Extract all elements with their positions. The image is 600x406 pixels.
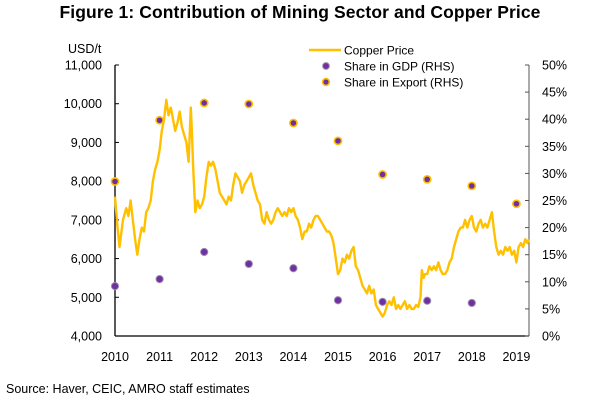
- share-export-point: [333, 136, 343, 146]
- right-tick-label: 50%: [542, 59, 567, 73]
- left-tick-label: 11,000: [65, 59, 102, 73]
- right-tick-label: 25%: [542, 194, 567, 208]
- right-tick-label: 40%: [542, 113, 567, 127]
- left-tick-label: 5,000: [71, 291, 102, 305]
- x-tick-label: 2010: [101, 350, 129, 364]
- legend-gdp-label: Share in GDP (RHS): [344, 60, 454, 74]
- legend-export-swatch: [321, 77, 331, 87]
- share-export-point: [422, 174, 432, 184]
- left-tick-label: 6,000: [71, 252, 102, 266]
- share-export-point: [244, 99, 254, 109]
- x-tick-label: 2018: [458, 350, 486, 364]
- share-gdp-point: [289, 264, 298, 273]
- share-gdp-point: [378, 297, 387, 306]
- share-gdp-point: [333, 296, 343, 305]
- share-export-series: [110, 98, 521, 209]
- share-gdp-point: [244, 259, 253, 269]
- left-axis-unit-label: USD/t: [68, 42, 102, 56]
- legend-export-label: Share in Export (RHS): [344, 76, 463, 90]
- share-export-point: [199, 98, 209, 108]
- share-gdp-point: [467, 298, 476, 308]
- share-gdp-point: [423, 296, 432, 305]
- right-tick-label: 10%: [542, 275, 567, 289]
- axes: [114, 65, 530, 337]
- x-tick-label: 2016: [369, 350, 397, 364]
- x-tick-label: 2017: [413, 350, 441, 364]
- right-tick-label: 20%: [542, 221, 567, 235]
- legend: Copper Price Share in GDP (RHS) Share in E…: [309, 44, 463, 90]
- copper-price-series: [113, 98, 531, 318]
- share-export-point: [512, 199, 521, 209]
- share-gdp-series: [110, 247, 476, 308]
- x-tick-label: 2013: [235, 350, 263, 364]
- left-tick-label: 9,000: [71, 136, 102, 150]
- left-tick-label: 4,000: [71, 330, 102, 344]
- x-tick-label: 2012: [190, 350, 218, 364]
- share-export-point: [378, 170, 387, 179]
- left-tick-label: 8,000: [71, 175, 102, 189]
- right-tick-label: 30%: [542, 167, 567, 181]
- right-tick-label: 5%: [542, 302, 560, 316]
- source-note: Source: Haver, CEIC, AMRO staff estimate…: [6, 382, 250, 396]
- figure-title: Figure 1: Contribution of Mining Sector …: [59, 2, 541, 22]
- legend-gdp-swatch: [322, 62, 330, 70]
- share-gdp-point: [155, 274, 164, 284]
- x-tick-label: 2011: [146, 350, 173, 364]
- share-export-point: [288, 118, 298, 128]
- right-tick-label: 35%: [542, 140, 567, 154]
- left-tick-label: 10,000: [64, 97, 102, 111]
- share-export-point: [467, 181, 477, 191]
- copper-price-line: [113, 98, 531, 318]
- right-tick-label: 15%: [542, 248, 567, 262]
- share-gdp-point: [200, 247, 209, 257]
- share-export-point: [110, 177, 120, 186]
- right-tick-label: 45%: [542, 86, 567, 100]
- share-gdp-point: [110, 282, 120, 291]
- right-tick-label: 0%: [542, 330, 560, 344]
- x-tick-label: 2019: [502, 350, 530, 364]
- x-tick-label: 2014: [279, 350, 307, 364]
- x-tick-label: 2015: [324, 350, 352, 364]
- ticks: USD/t 4,000 5,000 6,000 7,000 8,000 9,000 10,00…: [64, 42, 567, 364]
- share-export-point: [155, 115, 164, 125]
- legend-copper-label: Copper Price: [344, 44, 414, 58]
- left-tick-label: 7,000: [71, 213, 102, 227]
